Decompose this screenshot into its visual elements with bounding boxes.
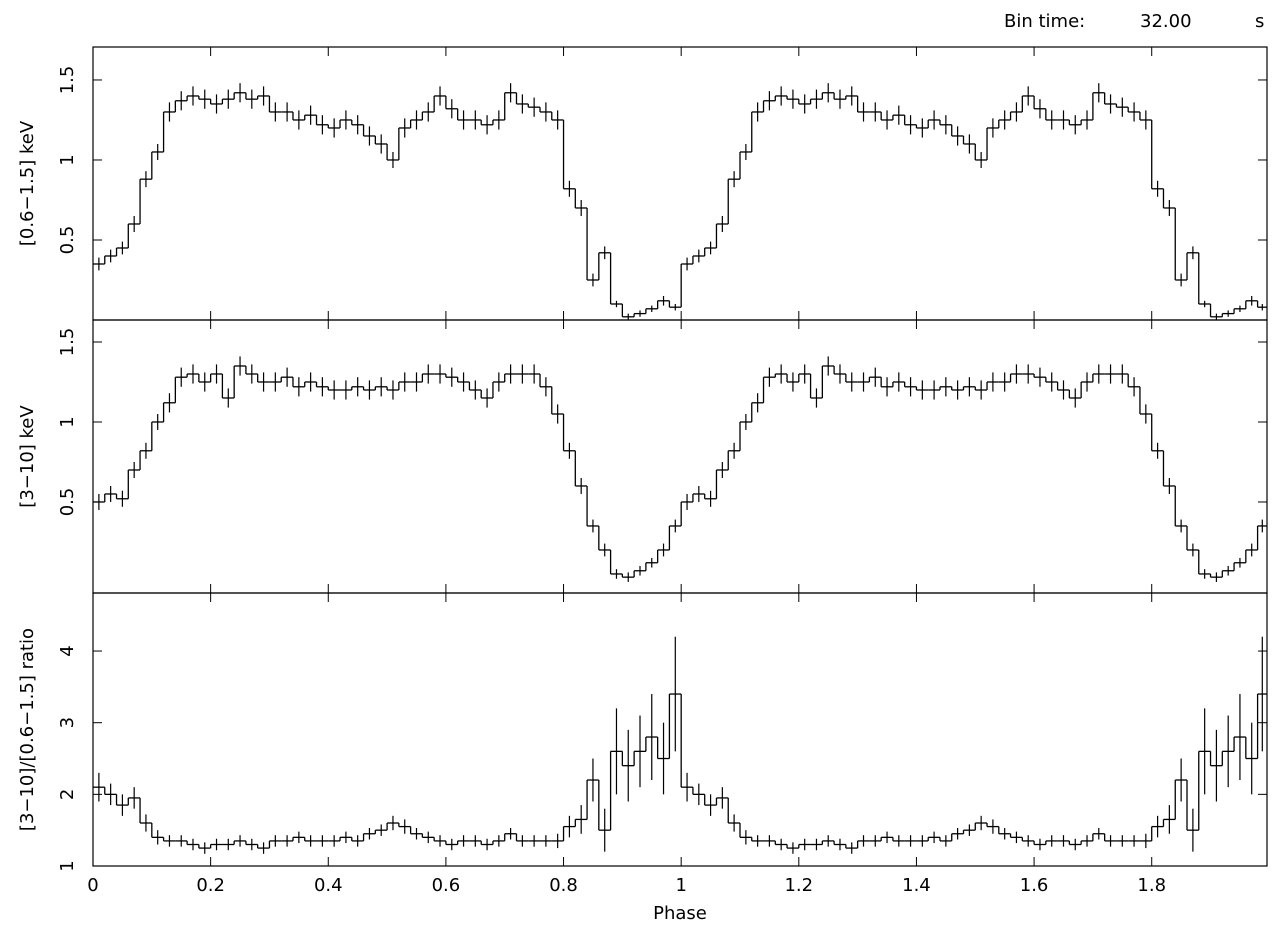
bin-time-value: 32.00 bbox=[1140, 11, 1192, 32]
y-tick-label: 1 bbox=[57, 154, 78, 165]
x-tick-label: 0.8 bbox=[549, 875, 578, 896]
x-tick-label: 1.4 bbox=[902, 875, 931, 896]
y-tick-label: 1 bbox=[57, 416, 78, 427]
bin-time-label: Bin time: bbox=[1004, 11, 1085, 32]
y-tick-label: 1 bbox=[57, 860, 78, 871]
x-tick-label: 1 bbox=[675, 875, 686, 896]
y-axis-label: [3−10] keV bbox=[17, 405, 38, 508]
plot-frame bbox=[92, 319, 1268, 594]
x-tick-label: 0.2 bbox=[196, 875, 225, 896]
plot-frame bbox=[92, 592, 1268, 867]
bin-time-unit: s bbox=[1255, 11, 1264, 32]
x-tick-label: 1.2 bbox=[784, 875, 813, 896]
x-tick-label: 0.4 bbox=[314, 875, 343, 896]
x-tick-label: 0 bbox=[87, 875, 98, 896]
x-tick-label: 0.6 bbox=[432, 875, 461, 896]
y-tick-label: 4 bbox=[57, 645, 78, 656]
y-axis-label: [3−10]/[0.6−1.5] ratio bbox=[17, 628, 38, 831]
x-axis-label: Phase bbox=[653, 903, 707, 924]
y-tick-label: 1.5 bbox=[57, 66, 78, 95]
y-tick-label: 0.5 bbox=[57, 226, 78, 255]
y-tick-label: 0.5 bbox=[57, 488, 78, 517]
y-axis-label: [0.6−1.5] keV bbox=[17, 120, 38, 246]
y-tick-label: 2 bbox=[57, 789, 78, 800]
x-tick-label: 1.8 bbox=[1137, 875, 1166, 896]
plot-frame bbox=[92, 46, 1268, 321]
y-tick-label: 1.5 bbox=[57, 328, 78, 357]
y-tick-label: 3 bbox=[57, 717, 78, 728]
x-tick-label: 1.6 bbox=[1020, 875, 1049, 896]
